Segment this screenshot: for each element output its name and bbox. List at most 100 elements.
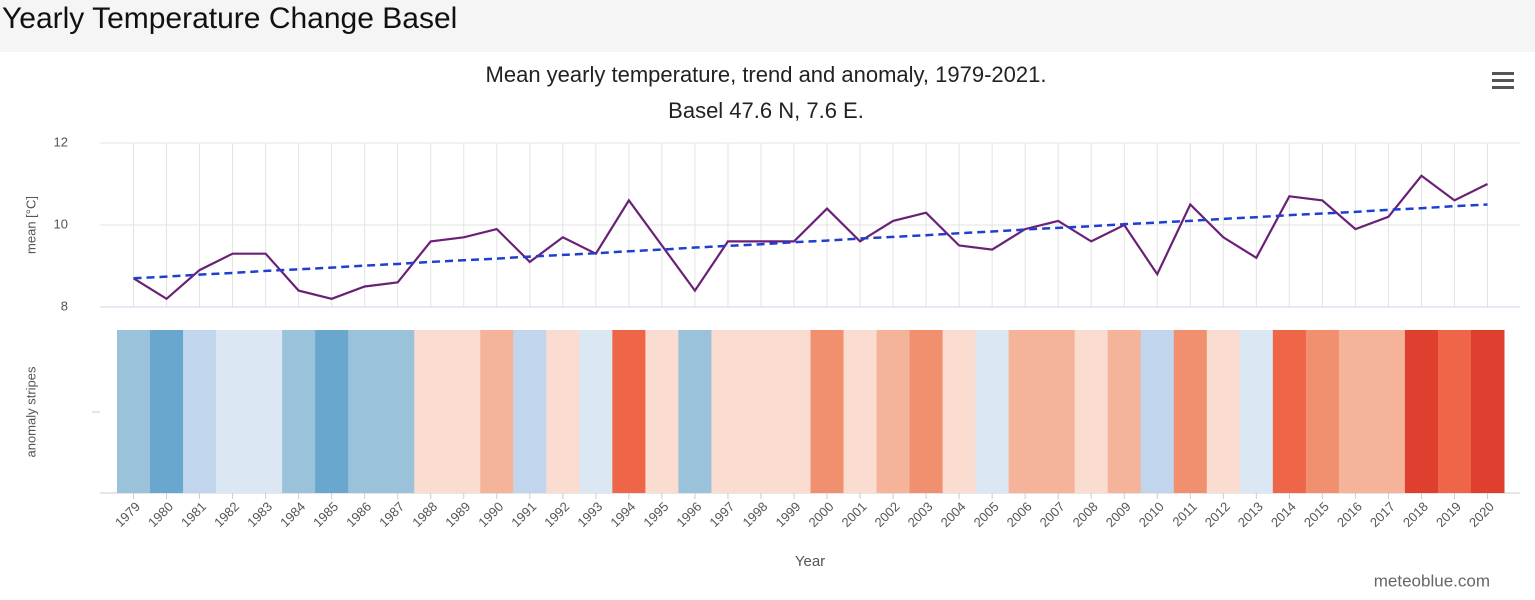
anomaly-stripe [579, 330, 613, 493]
y-axis-label: mean [°C] [23, 196, 38, 254]
x-tick-label: 2020 [1466, 499, 1497, 530]
trend-line [133, 203, 1488, 280]
x-axis-label: Year [795, 553, 825, 570]
anomaly-stripe [711, 330, 745, 493]
anomaly-stripe [1404, 330, 1439, 493]
anomaly-stripe [1140, 330, 1175, 493]
x-tick-label: 1997 [706, 499, 737, 530]
anomaly-stripe [414, 330, 448, 493]
x-tick-label: 2010 [1136, 499, 1167, 530]
x-tick-label: 2005 [971, 499, 1002, 530]
anomaly-stripe [777, 330, 811, 493]
menu-bar[interactable] [1492, 72, 1514, 75]
x-tick-label: 2014 [1268, 499, 1299, 530]
x-tick-label: 1984 [277, 499, 308, 530]
anomaly-stripe [678, 330, 712, 493]
anomaly-stripe [315, 330, 349, 493]
header: Yearly Temperature Change Basel [0, 0, 1535, 50]
anomaly-stripe [1008, 330, 1043, 493]
anomaly-stripe [1206, 330, 1241, 493]
x-tick-label: 2016 [1334, 499, 1365, 530]
x-tick-label: 1999 [772, 499, 803, 530]
y-tick-label: 12 [54, 134, 68, 149]
anomaly-stripe [183, 330, 217, 493]
x-tick-label: 1991 [508, 499, 539, 530]
x-tick-label: 1993 [574, 499, 605, 530]
x-tick-label: 2003 [905, 499, 936, 530]
x-tick-label: 2017 [1367, 499, 1398, 530]
anomaly-stripe [1239, 330, 1274, 493]
anomaly-stripe [1338, 330, 1373, 493]
x-tick-label: 1980 [145, 499, 176, 530]
x-tick-label: 1998 [739, 499, 770, 530]
anomaly-stripe [117, 330, 151, 493]
x-tick-label: 2002 [872, 499, 903, 530]
stripes-axis-label: anomaly stripes [23, 366, 38, 458]
x-tick-label: 2013 [1235, 499, 1266, 530]
x-tick-label: 2001 [839, 499, 870, 530]
x-tick-label: 1979 [112, 499, 143, 530]
x-tick-label: 1982 [211, 499, 242, 530]
x-tick-label: 1986 [343, 499, 374, 530]
anomaly-stripe [843, 330, 878, 493]
x-tick-label: 1985 [310, 499, 341, 530]
x-tick-label: 1987 [376, 499, 407, 530]
chart: Mean yearly temperature, trend and anoma… [0, 52, 1535, 600]
x-tick-label: 2011 [1169, 499, 1199, 529]
anomaly-stripe [1371, 330, 1406, 493]
x-tick-label: 1992 [541, 499, 572, 530]
anomaly-stripe [942, 330, 977, 493]
x-tick-label: 1994 [607, 499, 638, 530]
x-tick-label: 1981 [178, 499, 209, 530]
anomaly-stripe [876, 330, 911, 493]
data-line [132, 174, 1488, 301]
anomaly-stripe [1470, 330, 1505, 493]
anomaly-stripe [348, 330, 382, 493]
x-tick-label: 2015 [1301, 499, 1332, 530]
y-tick-label: 10 [54, 216, 68, 231]
anomaly-stripe [513, 330, 547, 493]
x-tick-label: 2004 [938, 499, 969, 530]
anomaly-stripe [447, 330, 481, 493]
x-tick-label: 2018 [1400, 499, 1431, 530]
anomaly-stripe [810, 330, 845, 493]
x-tick-label: 1989 [442, 499, 473, 530]
anomaly-stripe [975, 330, 1010, 493]
anomaly-stripe [546, 330, 580, 493]
anomaly-stripe [381, 330, 415, 493]
x-tick-label: 2006 [1004, 499, 1035, 530]
x-tick-label: 2019 [1433, 499, 1464, 530]
menu-bar[interactable] [1492, 86, 1514, 89]
x-tick-label: 2009 [1103, 499, 1134, 530]
anomaly-stripe [1437, 330, 1472, 493]
menu-bar[interactable] [1492, 79, 1514, 82]
chart-title: Mean yearly temperature, trend and anoma… [486, 62, 1047, 87]
anomaly-stripe [909, 330, 944, 493]
x-tick-label: 2007 [1037, 499, 1068, 530]
y-tick-label: 8 [61, 298, 68, 313]
x-tick-label: 1996 [673, 499, 704, 530]
x-tick-label: 2000 [806, 499, 837, 530]
anomaly-stripe [249, 330, 283, 493]
anomaly-stripe [1173, 330, 1208, 493]
anomaly-stripe [744, 330, 778, 493]
anomaly-stripe [1107, 330, 1142, 493]
anomaly-stripe [1041, 330, 1076, 493]
anomaly-stripe [150, 330, 184, 493]
anomaly-stripe [645, 330, 679, 493]
anomaly-stripe [282, 330, 316, 493]
anomaly-stripe [216, 330, 250, 493]
anomaly-stripe [1272, 330, 1307, 493]
anomaly-stripe [480, 330, 514, 493]
page-title: Yearly Temperature Change Basel [2, 2, 458, 35]
x-tick-label: 1983 [244, 499, 275, 530]
anomaly-stripe [1305, 330, 1340, 493]
x-tick-label: 2008 [1070, 499, 1101, 530]
chart-subtitle: Basel 47.6 N, 7.6 E. [668, 98, 864, 123]
credits: meteoblue.com [1374, 571, 1490, 590]
x-tick-label: 1988 [409, 499, 440, 530]
x-tick-label: 2012 [1202, 499, 1233, 530]
menu-button[interactable] [1492, 72, 1514, 89]
anomaly-stripe [1074, 330, 1109, 493]
